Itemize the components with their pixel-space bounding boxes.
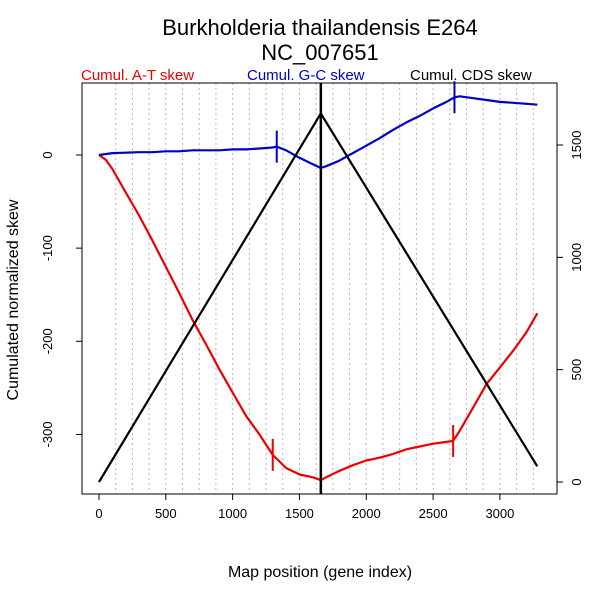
axes: 0 500 1000 1500 2000 2500 3000 0 -100 -200 -300 0 50… <box>40 131 584 521</box>
x-tick-label: 1500 <box>285 506 314 521</box>
x-tick-label: 2500 <box>419 506 448 521</box>
plot-area <box>98 81 539 494</box>
legend-gc: Cumul. G-C skew <box>247 67 365 84</box>
plot-frame <box>81 82 558 495</box>
y-left-tick-label: -300 <box>40 421 55 447</box>
y-left-tick-label: 0 <box>40 151 55 158</box>
chart-subtitle: NC_007651 <box>261 40 378 65</box>
y-left-tick-label: -100 <box>40 235 55 261</box>
chart-title: Burkholderia thailandensis E264 <box>162 15 478 40</box>
x-tick-label: 500 <box>155 506 177 521</box>
y-right-tick-label: 1500 <box>569 131 584 160</box>
x-tick-label: 1000 <box>218 506 247 521</box>
y-right-tick-label: 500 <box>569 359 584 381</box>
x-tick-label: 3000 <box>485 506 514 521</box>
x-tick-label: 0 <box>95 506 102 521</box>
x-tick-label: 2000 <box>352 506 381 521</box>
y-right-tick-label: 1000 <box>569 243 584 272</box>
x-axis-label: Map position (gene index) <box>228 564 412 581</box>
y-left-tick-label: -200 <box>40 328 55 354</box>
y-axis-label: Cumulated normalized skew <box>5 199 22 400</box>
cds-skew-line <box>98 112 539 483</box>
legend-at: Cumul. A-T skew <box>81 67 194 84</box>
at-skew-line <box>98 154 539 482</box>
grid-lines <box>115 83 534 494</box>
gc-skew-line <box>98 95 538 170</box>
y-right-tick-label: 0 <box>569 478 584 485</box>
legend-cds: Cumul. CDS skew <box>410 67 532 84</box>
